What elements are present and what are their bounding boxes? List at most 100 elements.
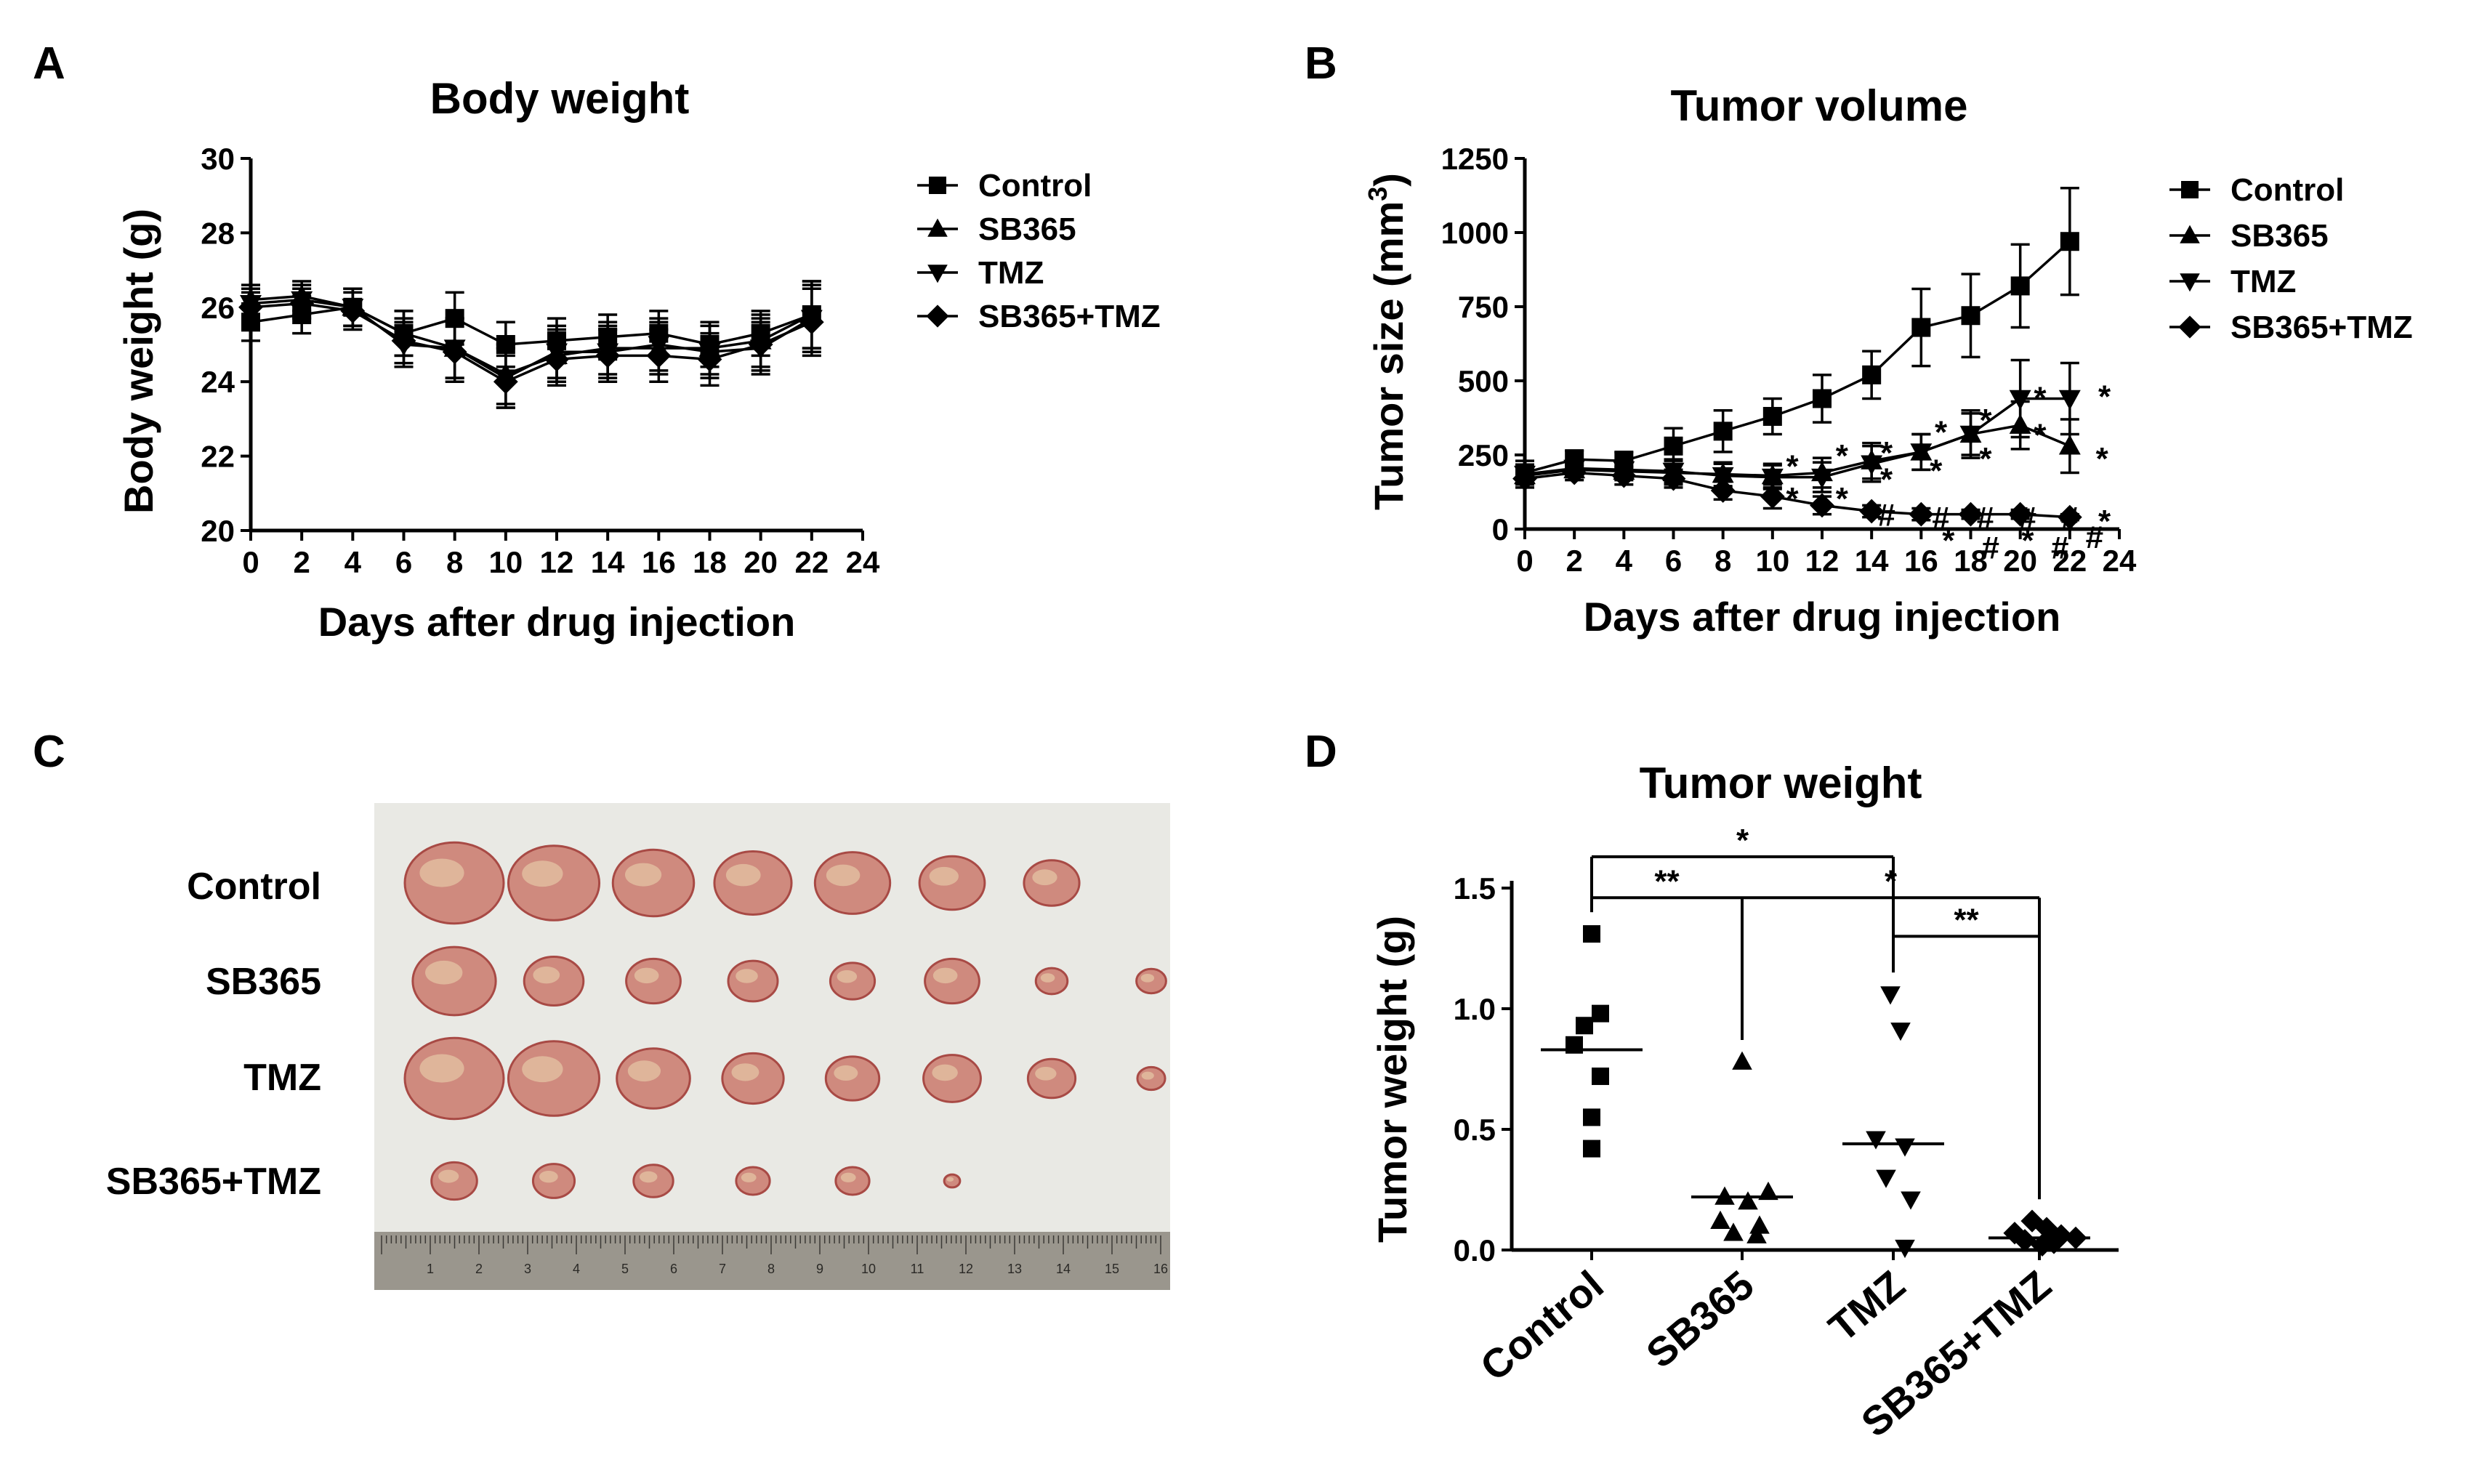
ruler-number: 15	[1105, 1262, 1119, 1276]
data-point	[1961, 306, 1981, 326]
ruler-number: 11	[911, 1262, 924, 1276]
legend-label: SB365+TMZ	[978, 299, 1161, 334]
data-point	[2007, 501, 2033, 527]
x-tick-label: 10	[1755, 544, 1789, 578]
tumor-highlight	[932, 967, 958, 984]
tumor	[922, 1054, 982, 1103]
tumor	[1026, 1057, 1077, 1100]
panel-letter-c: C	[33, 727, 65, 777]
chart-a-xlabel: Days after drug injection	[318, 599, 796, 645]
y-tick-label: 22	[201, 440, 235, 474]
tumor	[507, 1040, 601, 1117]
data-point	[1512, 466, 1537, 491]
y-tick-label: 250	[1458, 438, 1509, 472]
data-point	[1859, 499, 1885, 524]
tumor-highlight	[438, 1169, 459, 1183]
group-Control	[1541, 925, 1643, 1158]
significance-mark: *	[2021, 523, 2034, 558]
ruler-number: 12	[959, 1262, 973, 1276]
tumor	[616, 1047, 691, 1110]
ruler-number: 10	[861, 1262, 876, 1276]
data-point	[2010, 276, 2030, 296]
significance-mark: *	[1979, 403, 1992, 438]
series-line	[1524, 424, 2071, 477]
significance-mark: #	[1982, 530, 1999, 565]
data-point	[1661, 466, 1686, 491]
ruler-number: 2	[475, 1262, 483, 1276]
significance-mark: *	[1836, 481, 1849, 517]
tumor-highlight	[533, 966, 560, 984]
data-point	[1738, 1191, 1758, 1210]
data-point	[2013, 1229, 2036, 1252]
photo-label-sb365: SB365	[206, 961, 321, 1003]
x-tick-label: 2	[1566, 544, 1582, 578]
tumor-photo: 1 2 3 4 5 6 7 8 9 10 11 12 13 14 15 16	[374, 803, 1170, 1290]
legend-marker	[927, 265, 948, 283]
data-point	[1712, 467, 1734, 488]
x-category-label: SB365	[1637, 1262, 1762, 1376]
y-tick-label: 20	[201, 514, 235, 548]
chart-b-ylabel: Tumor size (mm3)	[1363, 173, 1411, 510]
data-point	[2003, 1222, 2026, 1245]
chart-b-title: Tumor volume	[1671, 81, 1968, 130]
significance-label: *	[1736, 823, 1749, 858]
data-point	[442, 339, 467, 365]
data-point	[1758, 1181, 1778, 1201]
tumor-highlight	[932, 1064, 958, 1081]
data-point	[2009, 390, 2031, 411]
legend-label: Control	[978, 168, 1092, 203]
x-tick-label: 20	[744, 545, 778, 579]
tumor-highlight	[1035, 1066, 1057, 1081]
legend-marker	[2178, 315, 2201, 339]
significance-mark: *	[1836, 438, 1849, 474]
legend-label: SB365	[978, 211, 1076, 247]
ruler-number: 14	[1056, 1262, 1071, 1276]
x-tick-label: 12	[1805, 544, 1840, 578]
tumor	[1034, 967, 1069, 996]
tumor	[721, 1052, 785, 1105]
ruler-number: 4	[573, 1262, 580, 1276]
significance-mark: *	[2098, 379, 2111, 414]
photo-ruler	[374, 1232, 1170, 1290]
photo-label-control: Control	[187, 866, 321, 908]
data-point	[1862, 365, 1882, 384]
tumor	[829, 961, 877, 1001]
x-tick-label: 10	[488, 545, 523, 579]
tumor	[632, 1164, 674, 1198]
comparison-bracket: *	[1590, 823, 1895, 973]
tumor-highlight	[741, 1172, 757, 1182]
tumor	[813, 851, 892, 915]
data-point	[1583, 1140, 1600, 1158]
comparison-bracket: **	[1892, 902, 2041, 1200]
x-tick-label: 2	[293, 545, 310, 579]
data-point	[1813, 389, 1832, 408]
tumor	[507, 844, 601, 922]
y-tick-label: 1.0	[1454, 992, 1496, 1026]
significance-mark: #	[1932, 501, 1949, 536]
significance-mark: #	[1977, 501, 1994, 536]
data-point	[1710, 478, 1736, 503]
x-category-label: TMZ	[1820, 1262, 1914, 1350]
data-point	[1895, 1138, 1915, 1157]
x-tick-label: 0	[1516, 544, 1533, 578]
significance-mark: #	[2061, 501, 2079, 536]
significance-mark: *	[2098, 504, 2111, 539]
series-SB365+TMZ	[238, 287, 824, 409]
data-point	[646, 343, 672, 368]
tumor	[727, 959, 779, 1003]
x-tick-label: 16	[1904, 544, 1938, 578]
chart-d-ylabel: Tumor weight (g)	[1369, 916, 1415, 1243]
data-point	[697, 347, 722, 372]
significance-mark: *	[2096, 441, 2109, 477]
chart-d-title: Tumor weight	[1640, 759, 1922, 807]
group-TMZ	[1842, 986, 1944, 1259]
tumor	[924, 957, 980, 1005]
data-point	[1959, 425, 1982, 446]
legend-marker	[929, 177, 946, 194]
x-tick-label: 14	[591, 545, 625, 579]
y-tick-label: 1250	[1441, 142, 1509, 176]
x-tick-label: 16	[642, 545, 676, 579]
significance-mark: *	[1786, 481, 1800, 517]
x-tick-label: 22	[2052, 544, 2087, 578]
data-point	[1664, 436, 1683, 456]
